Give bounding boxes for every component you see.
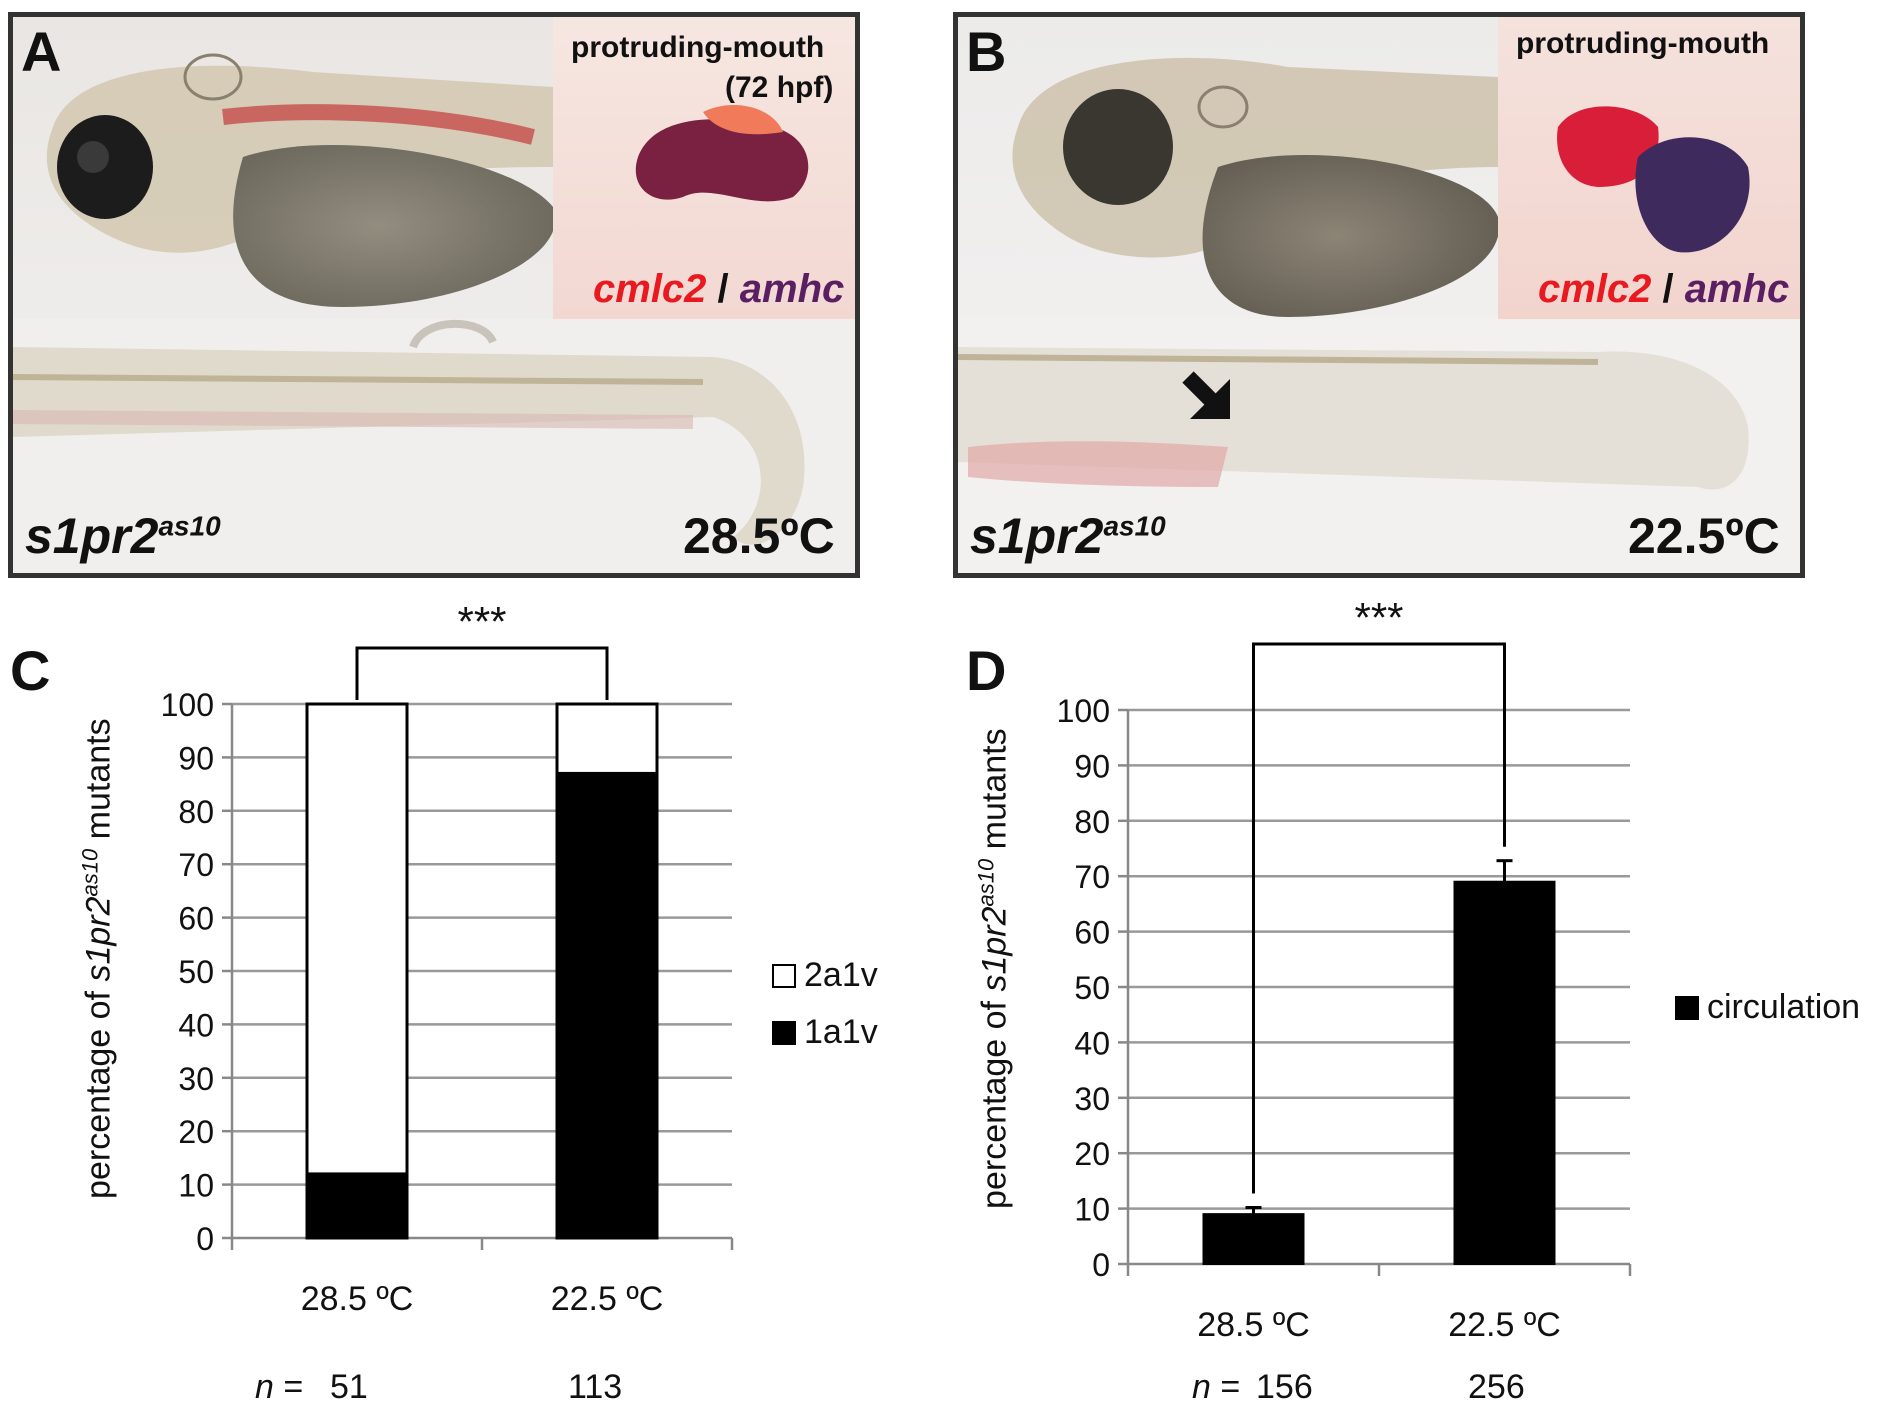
chart-d-bar-circulation <box>1453 880 1556 1265</box>
chart-d-ytick-label: 90 <box>1074 748 1110 784</box>
probe-cmlc2-label: cmlc2 <box>593 267 707 311</box>
chart-d-significance-label: *** <box>1354 594 1403 641</box>
chart-c-bar-2a1v <box>305 702 409 1176</box>
heart-stain-ventricle <box>1635 137 1750 253</box>
probe-amhc-label: amhc <box>739 267 845 311</box>
legend-item-circulation: circulation <box>1675 988 1860 1027</box>
chart-c-svg: 0 10 20 30 40 50 60 70 80 90 100 28.5 ºC 22.5 ºC *** <box>161 598 734 1318</box>
chart-c-ytick-label: 50 <box>178 954 214 990</box>
chart-c-ytick-label: 20 <box>178 1114 214 1150</box>
panel-b-probe-labels: cmlc2 / amhc <box>1538 267 1789 312</box>
embryo-yolk <box>1202 155 1500 317</box>
chart-c-significance-bracket <box>355 646 609 700</box>
panel-a-probe-labels: cmlc2 / amhc <box>593 267 844 312</box>
panel-b-genotype: s1pr2as10 <box>970 508 1166 564</box>
heart-stain <box>635 119 809 202</box>
chart-d-ytick-label: 80 <box>1074 804 1110 840</box>
probe-separator: / <box>717 267 729 311</box>
chart-c-ytick-label: 60 <box>178 901 214 937</box>
chart-d-significance-bracket <box>1252 642 1506 1194</box>
chart-c-n-value-1: 51 <box>330 1368 368 1406</box>
pooled-blood <box>968 441 1228 487</box>
chart-d-ylabel-wrap: percentage of s1pr2as10 mutants <box>973 658 1018 1278</box>
legend-swatch-black <box>772 1020 796 1045</box>
chart-c-ylabel-wrap: percentage of s1pr2as10 mutants <box>77 648 122 1268</box>
chart-c-ytick-label: 100 <box>161 687 214 723</box>
chart-d-ytick-label: 100 <box>1057 693 1110 729</box>
chart-d-n-value-2: 256 <box>1468 1368 1525 1406</box>
chart-c-ytick-label: 70 <box>178 847 214 883</box>
panel-a-temperature: 28.5ºC <box>683 508 835 564</box>
chart-c-bar-2a1v <box>555 702 659 775</box>
chart-c-significance-label: *** <box>457 598 506 645</box>
panel-b-micrograph <box>958 17 1800 573</box>
chart-d-ytick-label: 50 <box>1074 970 1110 1006</box>
panel-b-letter: B <box>966 20 1007 83</box>
chart-c-ytick-label: 10 <box>178 1168 214 1204</box>
panel-b-temperature: 22.5ºC <box>1628 508 1780 564</box>
panel-a-inset-title: protruding-mouth <box>571 31 825 64</box>
chart-d-ytick-label: 70 <box>1074 859 1110 895</box>
legend-swatch-white <box>772 963 796 988</box>
embryo-tail <box>13 347 805 545</box>
probe-cmlc2-label: cmlc2 <box>1538 267 1652 311</box>
probe-amhc-label: amhc <box>1684 267 1790 311</box>
chart-c-category-label: 22.5 ºC <box>551 1280 664 1318</box>
panel-a-genotype: s1pr2as10 <box>25 508 221 564</box>
chart-d-ytick-label: 60 <box>1074 915 1110 951</box>
chart-d-category-label: 22.5 ºC <box>1448 1306 1561 1344</box>
legend-swatch-black <box>1675 995 1699 1020</box>
chart-c: C percentage of s1pr2as10 mutants 0 10 20 3… <box>0 588 940 1406</box>
chart-d-n-label: n = <box>1192 1368 1241 1406</box>
chart-d-ylabel: percentage of s1pr2as10 mutants <box>973 728 1014 1209</box>
legend-item-2a1v: 2a1v <box>772 956 878 995</box>
panel-a-micrograph <box>13 17 855 573</box>
chart-c-legend: 2a1v 1a1v <box>772 956 878 1070</box>
embryo-yolk <box>233 145 556 307</box>
panel-b-photo: B protruding-mouth cmlc2 / amhc s1pr2as1… <box>953 12 1805 578</box>
panel-b-inset-title: protruding-mouth <box>1516 27 1770 60</box>
chart-c-ytick-label: 80 <box>178 794 214 830</box>
chart-c-ytick-label: 30 <box>178 1061 214 1097</box>
chart-d-ytick-label: 30 <box>1074 1081 1110 1117</box>
chart-c-n-value-2: 113 <box>568 1368 623 1406</box>
panel-a-photo: A protruding-mouth (72 hpf) cmlc2 / amhc… <box>8 12 860 578</box>
chart-c-ytick-label: 40 <box>178 1007 214 1043</box>
chart-d-svg: 0 10 20 30 40 50 60 70 80 90 100 28.5 ºC 22.5 ºC *** <box>1057 594 1632 1344</box>
arrow-icon <box>1190 379 1230 419</box>
chart-c-ytick-label: 90 <box>178 740 214 776</box>
chart-c-bar-1a1v <box>305 1172 409 1240</box>
chart-d-ytick-label: 10 <box>1074 1192 1110 1228</box>
chart-c-bar-1a1v <box>555 771 659 1240</box>
chart-d-letter: D <box>966 639 1007 702</box>
heart-stain-atrium <box>1557 106 1659 187</box>
chart-d-ytick-label: 40 <box>1074 1025 1110 1061</box>
legend-item-1a1v: 1a1v <box>772 1013 878 1052</box>
panel-a-inset-subtitle: (72 hpf) <box>725 71 834 104</box>
panel-a-letter: A <box>21 20 62 83</box>
chart-c-ytick-label: 0 <box>196 1221 214 1257</box>
chart-c-category-label: 28.5 ºC <box>301 1280 414 1318</box>
chart-c-letter: C <box>10 639 51 702</box>
chart-d-category-label: 28.5 ºC <box>1197 1306 1310 1344</box>
chart-d-ytick-label: 20 <box>1074 1136 1110 1172</box>
chart-d-legend: circulation <box>1675 988 1860 1045</box>
chart-d: D percentage of s1pr2as10 mutants 0 10 20 3… <box>940 588 1899 1406</box>
probe-separator: / <box>1662 267 1674 311</box>
chart-d-bar-circulation <box>1202 1213 1305 1266</box>
embryo-eye <box>1063 89 1173 205</box>
chart-d-n-value-1: 156 <box>1256 1368 1313 1406</box>
chart-c-ylabel: percentage of s1pr2as10 mutants <box>77 718 118 1199</box>
chart-d-ytick-label: 0 <box>1092 1247 1110 1283</box>
chart-c-n-label: n = <box>255 1368 304 1406</box>
